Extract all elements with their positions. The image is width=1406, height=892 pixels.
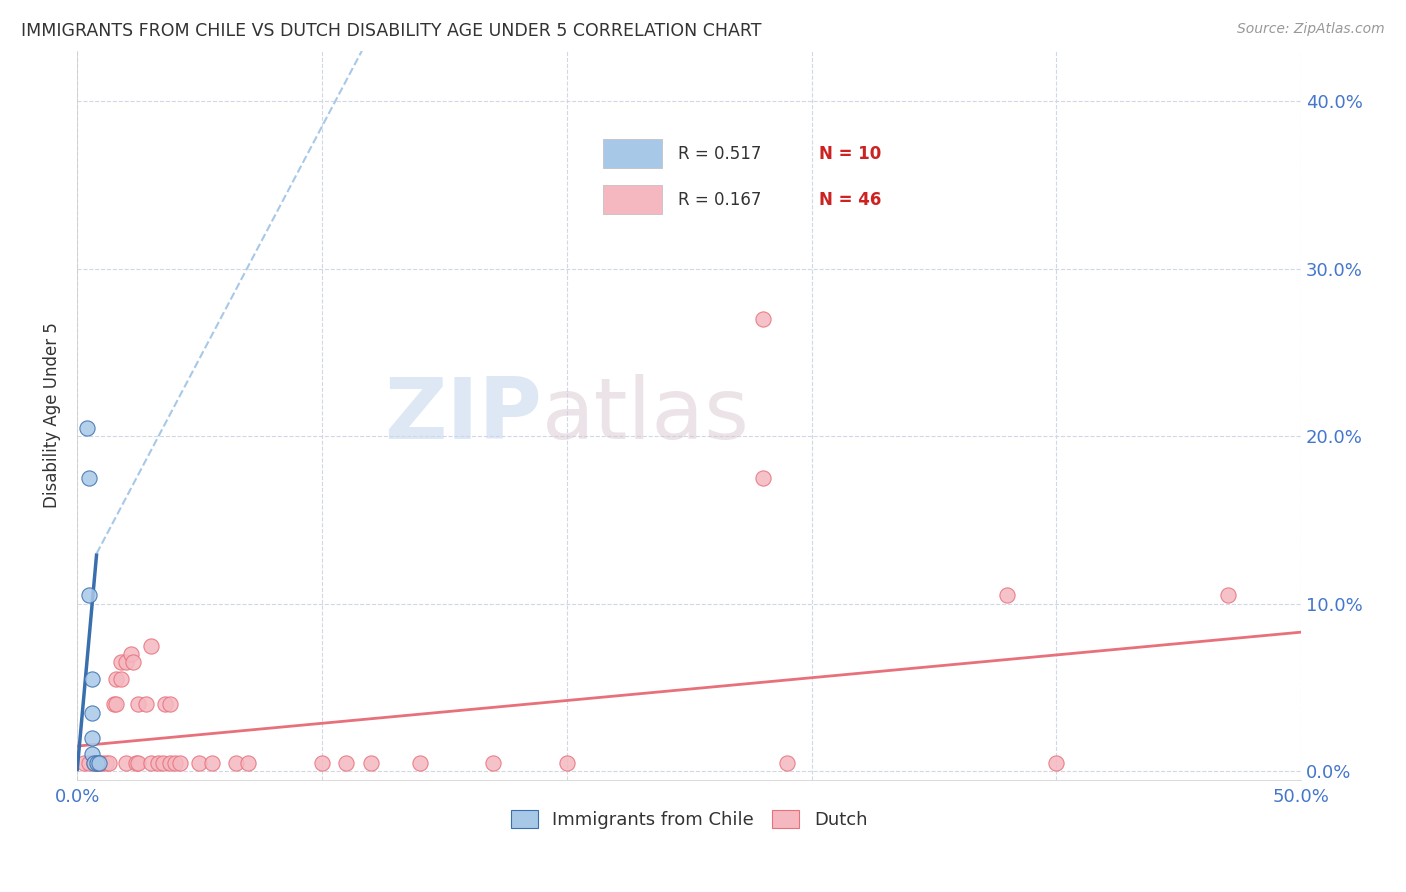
Point [159, 756, 181, 770]
Point [105, 672, 128, 686]
Point [159, 697, 181, 711]
Point [146, 756, 169, 770]
Point [169, 756, 191, 770]
Point [115, 756, 138, 770]
Point [311, 756, 333, 770]
Bar [603, 139, 662, 168]
Point [76, 420, 98, 434]
Point [995, 588, 1018, 602]
Point [89, 756, 111, 770]
Point [86, 756, 108, 770]
Point [83, 756, 105, 770]
Text: R = 0.167: R = 0.167 [678, 191, 762, 209]
Point [90, 756, 112, 770]
Text: ZIP: ZIP [384, 374, 543, 457]
Text: Source: ZipAtlas.com: Source: ZipAtlas.com [1237, 22, 1385, 37]
Point [335, 756, 357, 770]
Point [97, 756, 120, 770]
Point [103, 697, 125, 711]
Text: IMMIGRANTS FROM CHILE VS DUTCH DISABILITY AGE UNDER 5 CORRELATION CHART: IMMIGRANTS FROM CHILE VS DUTCH DISABILIT… [21, 22, 762, 40]
Point [188, 756, 211, 770]
Point [89, 756, 111, 770]
Legend: Immigrants from Chile, Dutch: Immigrants from Chile, Dutch [503, 803, 875, 836]
Text: N = 46: N = 46 [818, 191, 882, 209]
Point [80, 706, 103, 720]
Text: N = 10: N = 10 [818, 145, 882, 162]
Point [110, 672, 132, 686]
Point [238, 756, 260, 770]
Point [80, 747, 103, 762]
Point [751, 471, 773, 485]
Point [482, 756, 505, 770]
Point [409, 756, 432, 770]
Point [155, 697, 177, 711]
Point [139, 639, 162, 653]
Point [83, 756, 105, 770]
Point [776, 756, 799, 770]
Point [79, 471, 101, 485]
Point [96, 756, 118, 770]
Point [105, 697, 128, 711]
Point [152, 756, 174, 770]
Point [135, 697, 157, 711]
Point [80, 731, 103, 745]
Point [125, 756, 148, 770]
Text: R = 0.517: R = 0.517 [678, 145, 762, 162]
Point [110, 656, 132, 670]
Point [163, 756, 186, 770]
Point [86, 756, 108, 770]
Point [127, 756, 149, 770]
Point [201, 756, 224, 770]
Point [225, 756, 247, 770]
Point [79, 756, 101, 770]
Point [115, 656, 138, 670]
Y-axis label: Disability Age Under 5: Disability Age Under 5 [44, 322, 60, 508]
Point [555, 756, 578, 770]
Point [360, 756, 382, 770]
Point [1216, 588, 1239, 602]
Point [120, 647, 142, 661]
Text: atlas: atlas [543, 374, 751, 457]
Point [127, 697, 149, 711]
Point [79, 588, 101, 602]
Bar [603, 186, 662, 214]
Point [80, 672, 103, 686]
Point [1045, 756, 1067, 770]
Point [751, 311, 773, 326]
Point [139, 756, 162, 770]
Point [122, 656, 145, 670]
Point [73, 756, 96, 770]
